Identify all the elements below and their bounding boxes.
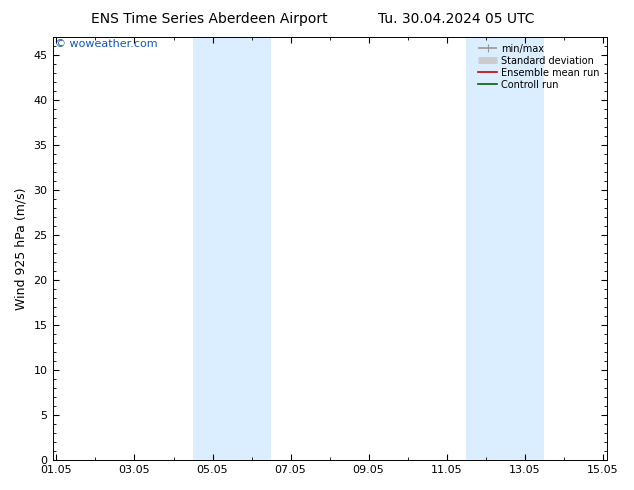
Bar: [466, 37, 544, 460]
Text: Tu. 30.04.2024 05 UTC: Tu. 30.04.2024 05 UTC: [378, 12, 534, 26]
Legend: min/max, Standard deviation, Ensemble mean run, Controll run: min/max, Standard deviation, Ensemble me…: [476, 42, 602, 92]
Text: ENS Time Series Aberdeen Airport: ENS Time Series Aberdeen Airport: [91, 12, 328, 26]
Text: © woweather.com: © woweather.com: [55, 39, 158, 49]
Y-axis label: Wind 925 hPa (m/s): Wind 925 hPa (m/s): [15, 187, 28, 310]
Bar: [193, 37, 271, 460]
